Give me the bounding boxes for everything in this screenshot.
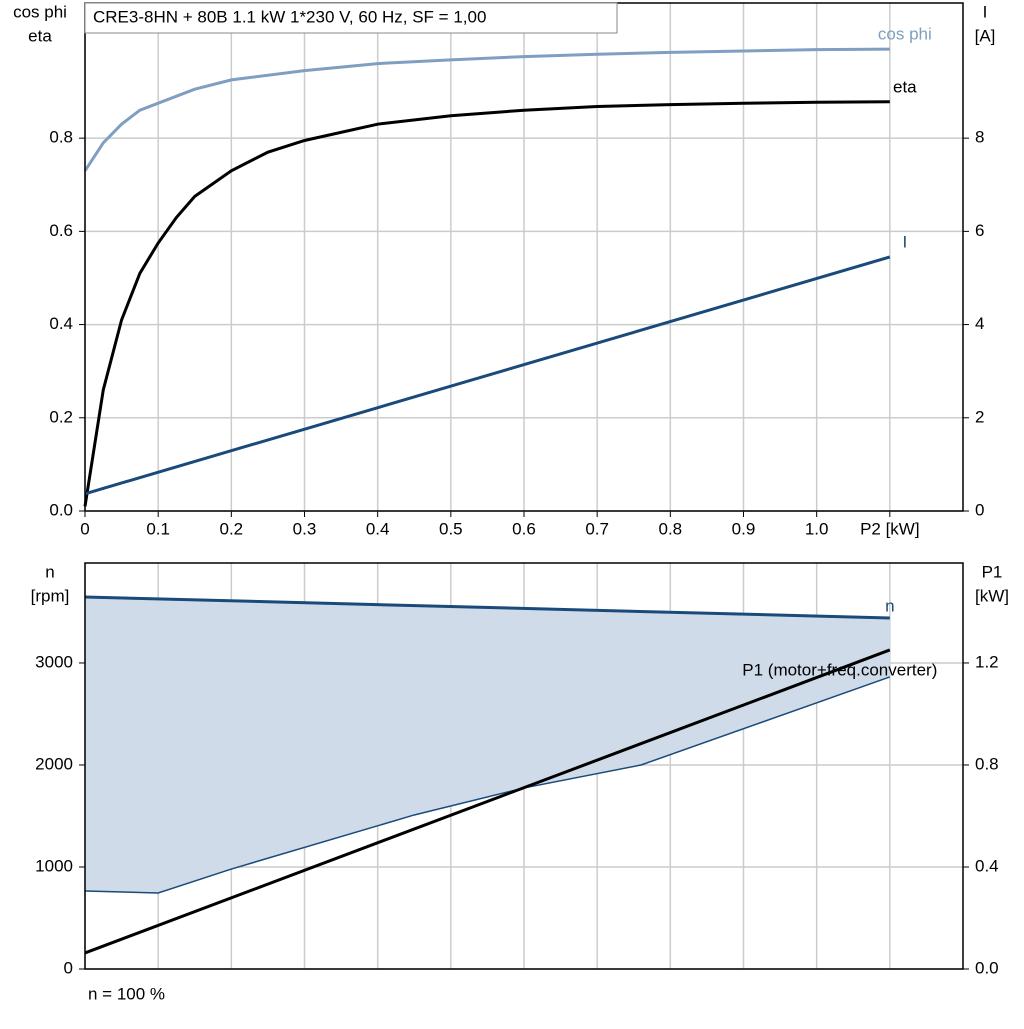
footnote: n = 100 % <box>88 984 165 1003</box>
y-tick-label: 0.8 <box>49 128 73 147</box>
x-tick-label: 0.4 <box>366 519 390 538</box>
chart-title: CRE3-8HN + 80B 1.1 kW 1*230 V, 60 Hz, SF… <box>93 7 486 26</box>
x-tick-label: 0.2 <box>220 519 244 538</box>
x-tick-label: 0.6 <box>512 519 536 538</box>
y-tick-label: 2000 <box>35 754 73 773</box>
x-tick-label: 0.1 <box>146 519 170 538</box>
y2-tick-label: 0.4 <box>975 856 999 875</box>
x-tick-label: 0 <box>80 519 89 538</box>
series-line <box>84 255 891 496</box>
y2-tick-label: 2 <box>975 407 984 426</box>
series-label: cos phi <box>878 25 932 44</box>
x-tick-label: 0.8 <box>659 519 683 538</box>
y-tick-label: 3000 <box>35 652 73 671</box>
y-tick-label: 0.4 <box>49 314 73 333</box>
x-tick-label: P2 [kW] <box>860 519 920 538</box>
series-label: n <box>885 596 894 615</box>
y-tick-label: 1000 <box>35 856 73 875</box>
y-axis-label: cos phi <box>13 2 67 21</box>
y2-tick-label: 0.0 <box>975 958 999 977</box>
y2-tick-label: 0 <box>975 500 984 519</box>
speed-band <box>85 596 890 894</box>
plot-frame <box>84 562 964 970</box>
series-label: eta <box>893 77 917 96</box>
y2-tick-label: 1.2 <box>975 652 999 671</box>
x-tick-label: 0.7 <box>585 519 609 538</box>
title-box <box>84 2 618 34</box>
y2-tick-label: 4 <box>975 314 984 333</box>
y-tick-label: 0 <box>64 958 73 977</box>
y-tick-label: 0.2 <box>49 407 73 426</box>
y2-tick-label: 6 <box>975 221 984 240</box>
y-tick-label: 0.6 <box>49 221 73 240</box>
y-axis-label: eta <box>28 26 52 45</box>
x-tick-label: 1.0 <box>805 519 829 538</box>
y2-axis-label: [A] <box>975 26 996 45</box>
y-axis-label: n <box>45 562 54 581</box>
x-tick-label: 0.9 <box>732 519 756 538</box>
series-line <box>84 595 890 620</box>
y-axis-label: [rpm] <box>31 586 70 605</box>
series-line <box>83 47 890 172</box>
series-line <box>83 100 890 507</box>
x-tick-label: 0.3 <box>293 519 317 538</box>
y2-tick-label: 0.8 <box>975 754 999 773</box>
series-label: P1 (motor+freq.converter) <box>742 660 937 679</box>
x-tick-label: 0.5 <box>439 519 463 538</box>
series-label: I <box>902 232 907 251</box>
y2-axis-label: [kW] <box>975 586 1009 605</box>
band-edge <box>84 676 891 894</box>
y2-axis-label: I <box>983 2 988 21</box>
series-line <box>84 648 891 955</box>
y-tick-label: 0.0 <box>49 500 73 519</box>
y2-axis-label: P1 <box>982 562 1003 581</box>
y2-tick-label: 8 <box>975 128 984 147</box>
